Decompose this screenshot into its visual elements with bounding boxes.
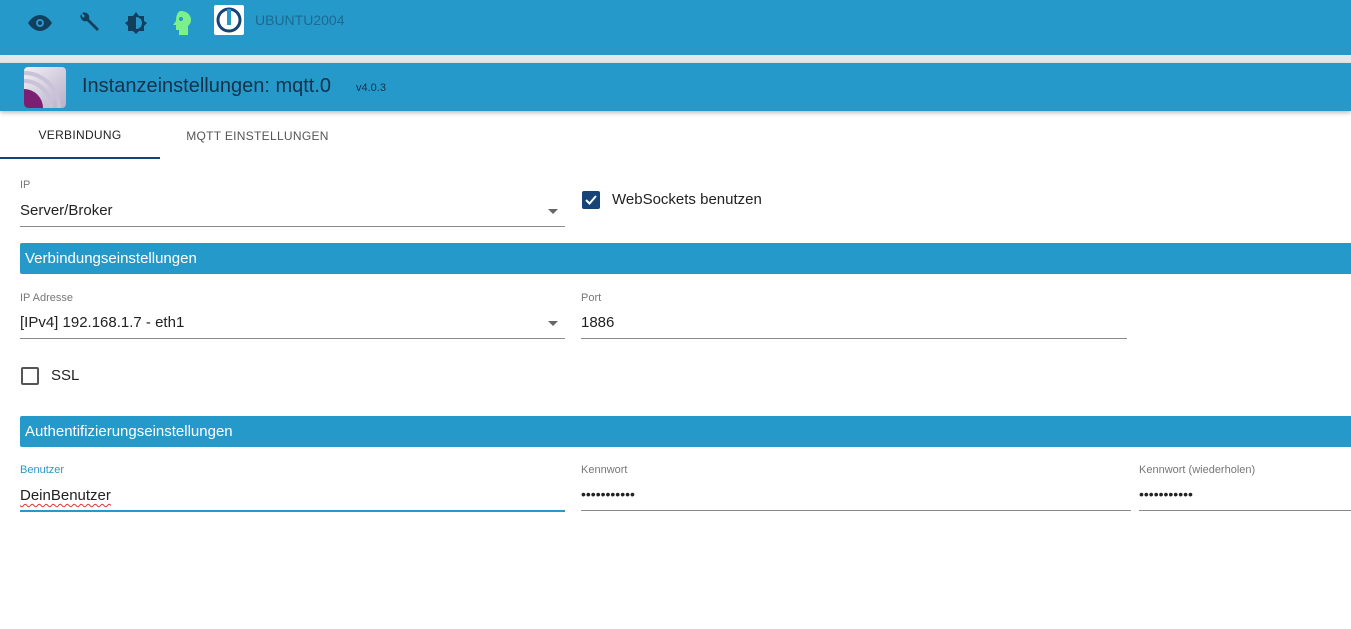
ip-address-select[interactable]: [IPv4] 192.168.1.7 - eth1 <box>20 314 185 331</box>
tab-verbindung[interactable]: VERBINDUNG <box>0 112 160 159</box>
section-verbindungseinstellungen: Verbindungseinstellungen <box>20 243 1351 274</box>
user-label: Benutzer <box>20 464 65 476</box>
port-input[interactable]: 1886 <box>581 314 615 331</box>
version-label: v4.0.3 <box>356 82 386 94</box>
check-icon <box>585 195 597 205</box>
password-repeat-underline <box>1139 510 1351 511</box>
chevron-down-icon[interactable] <box>548 209 558 214</box>
eye-icon[interactable] <box>27 10 53 36</box>
password-label: Kennwort <box>581 464 628 476</box>
page-title: Instanzeinstellungen: mqtt.0 <box>82 75 332 97</box>
ip-select[interactable]: Server/Broker <box>20 202 113 219</box>
top-bar: UBUNTU2004 <box>0 0 1351 55</box>
brightness-icon[interactable] <box>123 10 149 36</box>
chevron-down-icon[interactable] <box>548 321 558 326</box>
divider <box>0 55 1351 63</box>
instance-header: Instanzeinstellungen: mqtt.0 v4.0.3 <box>0 63 1351 111</box>
password-repeat-input[interactable]: ••••••••••• <box>1139 486 1193 502</box>
hostname: UBUNTU2004 <box>255 12 345 28</box>
ssl-label: SSL <box>51 367 80 384</box>
ip-address-underline <box>20 338 565 339</box>
password-input[interactable]: ••••••••••• <box>581 486 635 502</box>
port-underline <box>581 338 1127 339</box>
ssl-checkbox[interactable] <box>21 367 39 385</box>
password-underline <box>581 510 1131 511</box>
wrench-icon[interactable] <box>76 10 102 36</box>
ip-address-label: IP Adresse <box>20 292 73 304</box>
tab-mqtt-einstellungen[interactable]: MQTT EINSTELLUNGEN <box>186 128 329 143</box>
password-repeat-label: Kennwort (wiederholen) <box>1139 464 1256 476</box>
websockets-checkbox[interactable] <box>582 191 600 209</box>
section-authentifizierungseinstellungen: Authentifizierungseinstellungen <box>20 416 1351 447</box>
ip-label: IP <box>20 179 31 191</box>
head-icon[interactable] <box>170 10 196 36</box>
iobroker-logo[interactable] <box>214 5 244 35</box>
user-input[interactable]: DeinBenutzer <box>20 487 111 504</box>
port-label: Port <box>581 292 602 304</box>
ip-underline <box>20 226 565 227</box>
mqtt-adapter-logo <box>24 67 66 108</box>
websockets-label: WebSockets benutzen <box>612 191 762 208</box>
user-underline <box>20 510 565 512</box>
